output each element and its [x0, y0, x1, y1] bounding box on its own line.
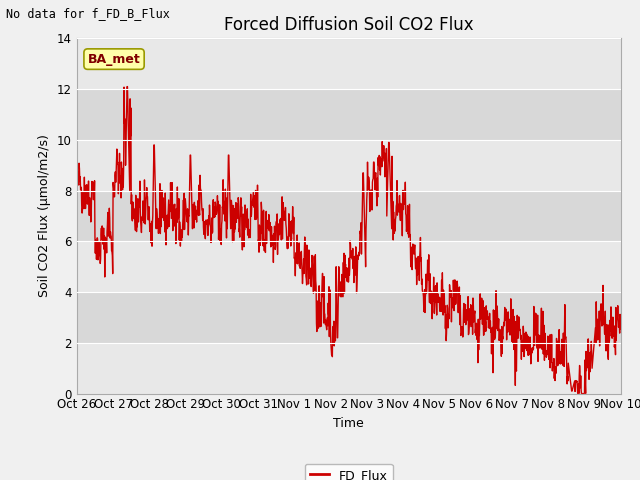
- Title: Forced Diffusion Soil CO2 Flux: Forced Diffusion Soil CO2 Flux: [224, 16, 474, 34]
- Bar: [77, 292, 621, 343]
- Bar: [77, 38, 621, 89]
- Text: BA_met: BA_met: [88, 53, 140, 66]
- X-axis label: Time: Time: [333, 417, 364, 430]
- Bar: [77, 140, 621, 191]
- Y-axis label: Soil CO2 Flux (μmol/m2/s): Soil CO2 Flux (μmol/m2/s): [38, 134, 51, 298]
- Bar: [77, 241, 621, 292]
- Bar: [77, 191, 621, 241]
- Legend: FD_Flux: FD_Flux: [305, 464, 392, 480]
- Text: No data for f_FD_B_Flux: No data for f_FD_B_Flux: [6, 7, 170, 20]
- Bar: [77, 89, 621, 140]
- Bar: [77, 343, 621, 394]
